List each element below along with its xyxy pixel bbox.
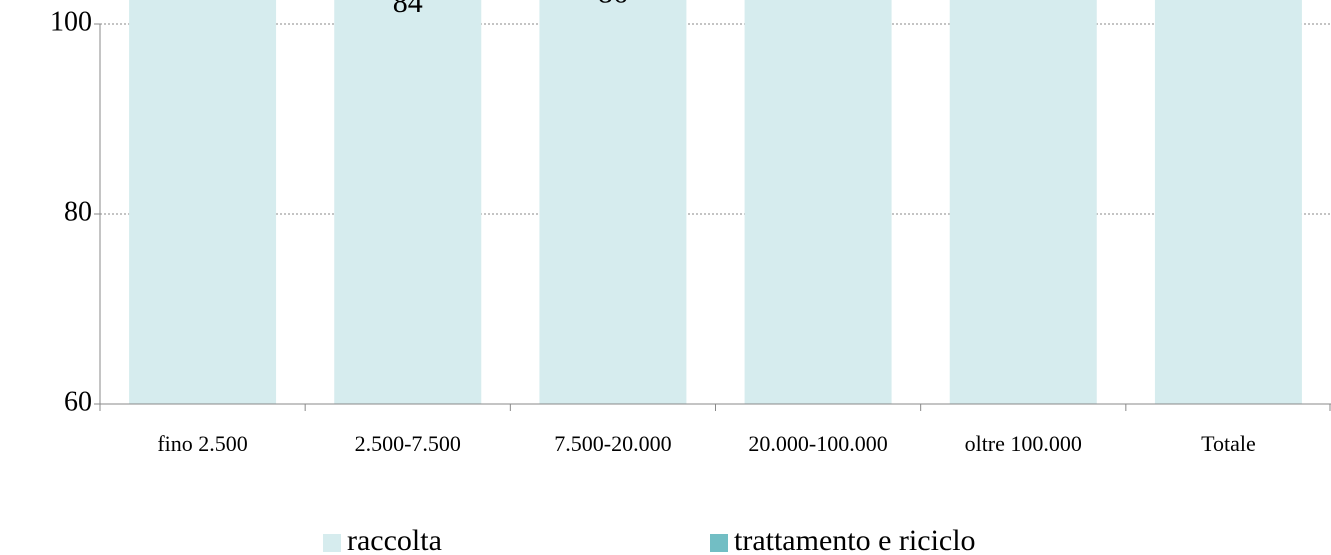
legend-label: trattamento e riciclo xyxy=(734,524,976,555)
data-label: 87 xyxy=(1213,0,1243,5)
bar-segment xyxy=(949,0,1097,404)
bar-segment xyxy=(539,0,687,404)
bar-segment xyxy=(334,0,482,404)
x-tick-label: 2.500-7.500 xyxy=(355,431,461,456)
y-tick-label: 60 xyxy=(64,386,92,417)
legend-swatch xyxy=(710,534,728,552)
x-tick-label: Totale xyxy=(1201,431,1256,456)
legend-label: raccolta xyxy=(347,524,442,555)
data-label: 86 xyxy=(598,0,628,9)
y-tick-label: 80 xyxy=(64,196,92,227)
bar-segment xyxy=(1154,0,1302,404)
bar-segment xyxy=(129,0,277,404)
x-tick-label: 20.000-100.000 xyxy=(748,431,887,456)
x-tick-label: oltre 100.000 xyxy=(965,431,1082,456)
legend-swatch xyxy=(323,534,341,552)
x-tick-label: 7.500-20.000 xyxy=(554,431,671,456)
bar-segment xyxy=(744,0,892,404)
y-tick-label: 100 xyxy=(50,6,92,37)
data-label: 84 xyxy=(393,0,423,19)
data-label: 87 xyxy=(803,0,833,5)
x-tick-label: fino 2.500 xyxy=(157,431,247,456)
